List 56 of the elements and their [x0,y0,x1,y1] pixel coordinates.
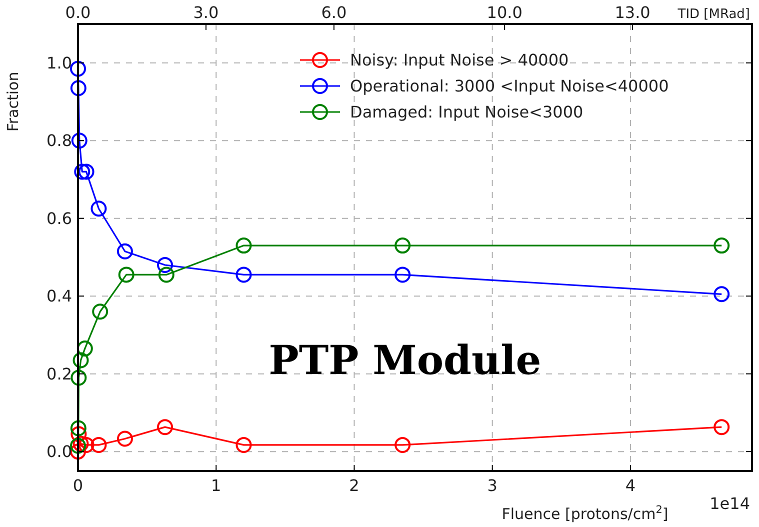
point [157,419,174,436]
point [394,436,411,453]
point [236,436,252,453]
y-tick-label: 1.0 [46,53,72,72]
x-axis-title: Fluence [protons/cm$^{2}$] [502,504,668,523]
x-tick-label: 2 [349,476,360,495]
point [70,426,87,442]
x2-tick-label: 13.0 [614,3,650,22]
legend-label: Operational: 3000 <Input Noise<40000 [350,76,669,96]
point [70,444,86,460]
point [236,238,252,254]
text: 1e14 [710,494,750,513]
point [78,164,94,180]
point [70,420,86,436]
point [394,266,411,283]
point [74,164,90,180]
x2-axis-title: TID [MRad] [676,7,750,22]
point [118,266,134,283]
point [70,80,86,96]
x2-tick-label: 3.0 [193,3,219,22]
point [72,352,89,368]
x2-tick-label: 10.0 [486,3,522,22]
point [714,286,730,302]
x-tick-label: 3 [487,476,498,495]
point [78,436,94,453]
y-tick-label: 0.6 [46,208,72,228]
point [90,200,107,217]
point [90,436,107,453]
y-tick-label: 0.4 [46,286,72,306]
point [714,419,730,436]
x2-tick-label: 6.0 [321,3,347,22]
point [394,238,411,254]
point [116,430,133,447]
y-tick-label: 0.8 [46,131,72,150]
y-axis-title: Fraction [4,72,22,132]
point [72,436,89,452]
point [157,256,174,273]
point [70,438,86,454]
legend-label: Damaged: Input Noise<3000 [350,102,584,122]
x2-tick-label: 0.0 [65,3,91,22]
point [71,132,88,149]
legend-label: Noisy: Input Noise > 40000 [350,50,569,70]
y-tick-label: 0.2 [46,364,72,384]
point [158,266,174,283]
x-tick-label: 4 [625,476,636,495]
x-tick-label: 1 [211,476,222,495]
point [70,370,87,386]
point [76,340,93,357]
point [236,266,252,283]
annotation: PTP Module [268,336,542,384]
point [116,243,133,260]
point [92,304,108,320]
y-tick-label: 0.0 [46,442,72,462]
x-tick-label: 0 [72,476,84,495]
point [714,238,730,254]
point [70,60,86,77]
